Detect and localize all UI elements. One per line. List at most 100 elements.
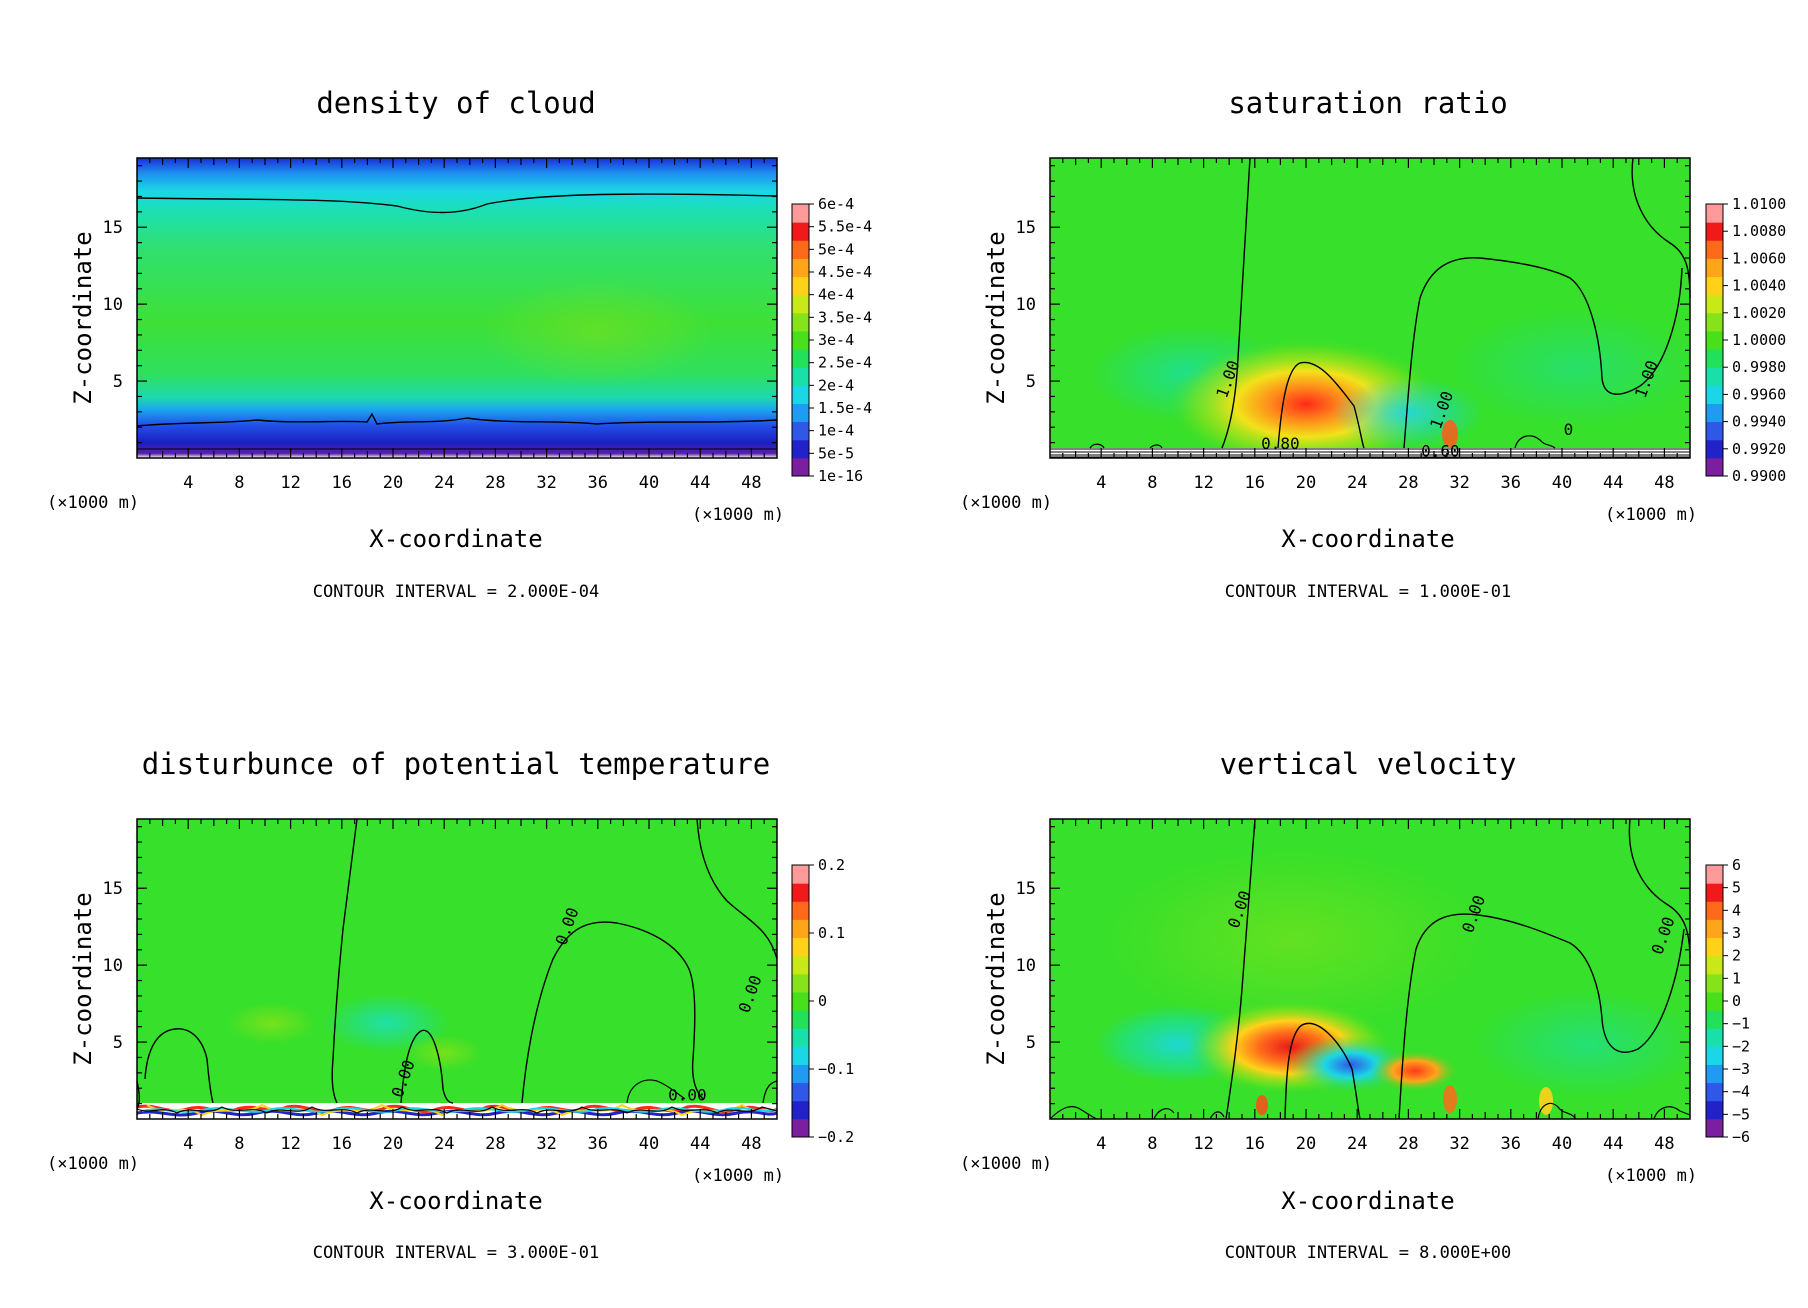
contour-interval: CONTOUR INTERVAL = 1.000E-01 (1225, 582, 1512, 602)
colorbar-swatch (1706, 883, 1723, 902)
colorbar: 6 5 4 3 2 1 0 −1 −2 −3 −4 −5 −6 (1705, 856, 1750, 1146)
x-unit-right: (×1000 m) (692, 1166, 784, 1186)
colorbar-label: 0.9900 (1732, 467, 1786, 485)
colorbar-swatch (792, 276, 809, 296)
x-tick-label: 4 (1096, 1134, 1106, 1154)
y-tick-label: 5 (1026, 1033, 1036, 1053)
contour-label: 0 (1564, 420, 1574, 439)
colorbar-swatch (1706, 349, 1723, 368)
colorbar-label: 4.5e-4 (818, 263, 872, 281)
colorbar-swatch (792, 883, 809, 902)
x-tick-label: 40 (1552, 1134, 1572, 1154)
colorbar-label: −0.1 (818, 1060, 854, 1078)
contour-line (136, 193, 778, 214)
colorbar-label: 5e-5 (818, 444, 854, 462)
colorbar-swatch (1706, 1082, 1723, 1102)
colorbar-label: 1 (1732, 969, 1741, 987)
panel-saturation-ratio: saturation ratio (960, 86, 1786, 602)
x-ticks: 4 8 12 16 20 24 28 32 36 40 44 48 (149, 819, 765, 1154)
colorbar-label: 0 (818, 992, 827, 1010)
x-tick-label: 48 (1654, 473, 1674, 493)
x-tick-label: 20 (1296, 1134, 1316, 1154)
colorbar-swatch (1706, 222, 1723, 241)
colorbar-swatch (1706, 919, 1723, 939)
colorbar-swatch (792, 1118, 809, 1138)
colorbar-swatch (792, 1100, 809, 1120)
contour-line (331, 818, 358, 1104)
x-tick-label: 16 (1245, 1134, 1265, 1154)
contour-line (1514, 435, 1556, 449)
x-tick-label: 48 (741, 1134, 761, 1154)
contour-line (626, 1079, 778, 1104)
colorbar-swatch (1706, 439, 1723, 459)
contour-line (1277, 361, 1365, 449)
y-axis-label: Z-coordinate (69, 231, 97, 404)
colorbar-swatch (1706, 973, 1723, 993)
x-tick-label: 8 (234, 473, 244, 493)
colorbar-label: 0.9920 (1732, 440, 1786, 458)
x-tick-label: 16 (332, 473, 352, 493)
contour-line (1631, 157, 1691, 299)
contour-labels: 1.001.001.000.80 0.600 (1212, 358, 1662, 461)
x-unit-left: (×1000 m) (47, 1154, 139, 1174)
colorbar-label: 1e-4 (818, 422, 854, 440)
colorbar-label: 1.0060 (1732, 249, 1786, 267)
plot-area: 0.000.000.00 0.00 4 8 12 16 20 24 28 32 36 40 44 48 … (103, 818, 778, 1154)
x-tick-label: 20 (1296, 473, 1316, 493)
contour-line (696, 818, 778, 960)
contour-label: 0.80 (1261, 434, 1300, 453)
colorbar-swatch (792, 330, 809, 350)
colorbar-label: 0.1 (818, 924, 845, 942)
y-ticks: 5 10 15 (1016, 826, 1690, 1105)
y-ticks: 5 10 15 (1016, 165, 1690, 444)
colorbar-label: 1.0020 (1732, 304, 1786, 322)
colorbar-swatch (792, 439, 809, 459)
x-tick-label: 40 (1552, 473, 1572, 493)
panel-potential-temperature: disturbunce of potential temperature (47, 747, 854, 1263)
field-blob (1443, 1085, 1457, 1113)
colorbar-swatch (792, 1082, 809, 1102)
colorbar-swatch (1706, 937, 1723, 957)
colorbar-label: 3e-4 (818, 331, 854, 349)
x-tick-label: 32 (536, 473, 556, 493)
x-tick-label: 4 (183, 1134, 193, 1154)
y-axis-label: Z-coordinate (982, 231, 1010, 404)
contour-line (1398, 913, 1685, 1120)
colorbar-label: 0 (1732, 992, 1741, 1010)
x-tick-label: 28 (485, 1134, 505, 1154)
x-tick-label: 40 (639, 1134, 659, 1154)
colorbar-swatch (792, 385, 809, 404)
x-ticks: 4 8 12 16 20 24 28 32 36 40 44 48 (1062, 819, 1678, 1154)
x-tick-label: 20 (383, 473, 403, 493)
contour-line (1284, 1022, 1361, 1120)
x-unit-right: (×1000 m) (1605, 1166, 1697, 1186)
x-tick-label: 16 (332, 1134, 352, 1154)
x-tick-label: 32 (536, 1134, 556, 1154)
contour-interval: CONTOUR INTERVAL = 2.000E-04 (313, 582, 600, 602)
colorbar: 0.2 0.1 0 −0.1 −0.2 (791, 856, 854, 1146)
colorbar-swatch (1706, 240, 1723, 259)
colorbar-label: −5 (1732, 1105, 1750, 1123)
colorbar-swatch (1706, 991, 1723, 1011)
colorbar-swatch (1706, 385, 1723, 404)
colorbar-swatch (1706, 204, 1723, 223)
y-tick-label: 15 (103, 879, 123, 899)
colorbar-swatch (1706, 1064, 1723, 1084)
colorbar-label: 4 (1732, 901, 1741, 919)
x-tick-label: 4 (1096, 473, 1106, 493)
chart-title: disturbunce of potential temperature (142, 747, 771, 781)
x-unit-left: (×1000 m) (47, 493, 139, 513)
x-tick-label: 12 (280, 1134, 300, 1154)
colorbar-swatch (1706, 865, 1723, 884)
x-tick-label: 44 (690, 473, 710, 493)
colorbar-label: 5e-4 (818, 240, 854, 258)
colorbar-swatch (1706, 258, 1723, 278)
x-unit-right: (×1000 m) (692, 505, 784, 525)
colorbar-swatch (792, 865, 809, 884)
x-ticks: 4 8 12 16 20 24 28 32 36 40 44 48 (1062, 158, 1678, 493)
chart-title: density of cloud (316, 86, 595, 120)
y-tick-label: 15 (1016, 879, 1036, 899)
chart-title: vertical velocity (1220, 747, 1517, 781)
x-tick-label: 8 (1147, 1134, 1157, 1154)
